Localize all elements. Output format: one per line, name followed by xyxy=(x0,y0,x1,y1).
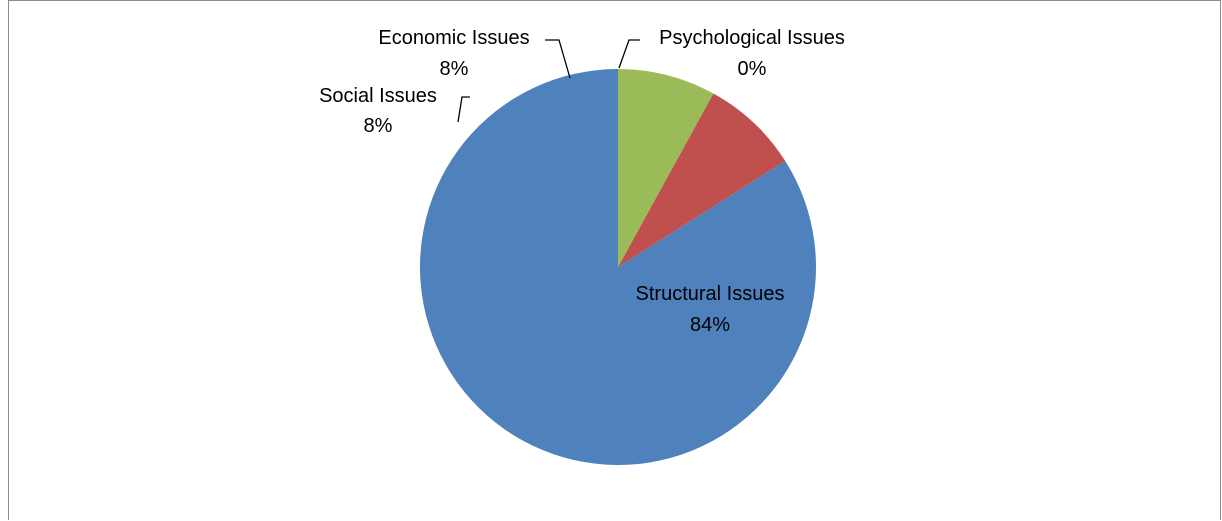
slice-category-label-structural: Structural Issues xyxy=(636,283,785,305)
slice-labels: Structural Issues 84% Social Issues 8% E… xyxy=(319,27,845,336)
slice-value-label-social: 8% xyxy=(364,115,393,137)
pie-slice-economic xyxy=(618,69,714,267)
pie-slices xyxy=(420,69,817,465)
pie-slice-social xyxy=(618,93,786,268)
slice-value-label-psychological: 0% xyxy=(738,58,767,80)
slice-category-label-psychological: Psychological Issues xyxy=(659,27,845,49)
slice-category-label-social: Social Issues xyxy=(319,85,437,107)
leader-lines xyxy=(457,39,640,123)
leader-line-economic xyxy=(545,39,571,79)
leader-line-social xyxy=(457,96,470,123)
slice-category-label-economic: Economic Issues xyxy=(378,27,529,49)
slice-value-label-economic: 8% xyxy=(440,58,469,80)
pie-slice-structural xyxy=(420,69,817,465)
slice-value-label-structural: 84% xyxy=(690,314,730,336)
leader-line-psychological xyxy=(618,39,640,69)
